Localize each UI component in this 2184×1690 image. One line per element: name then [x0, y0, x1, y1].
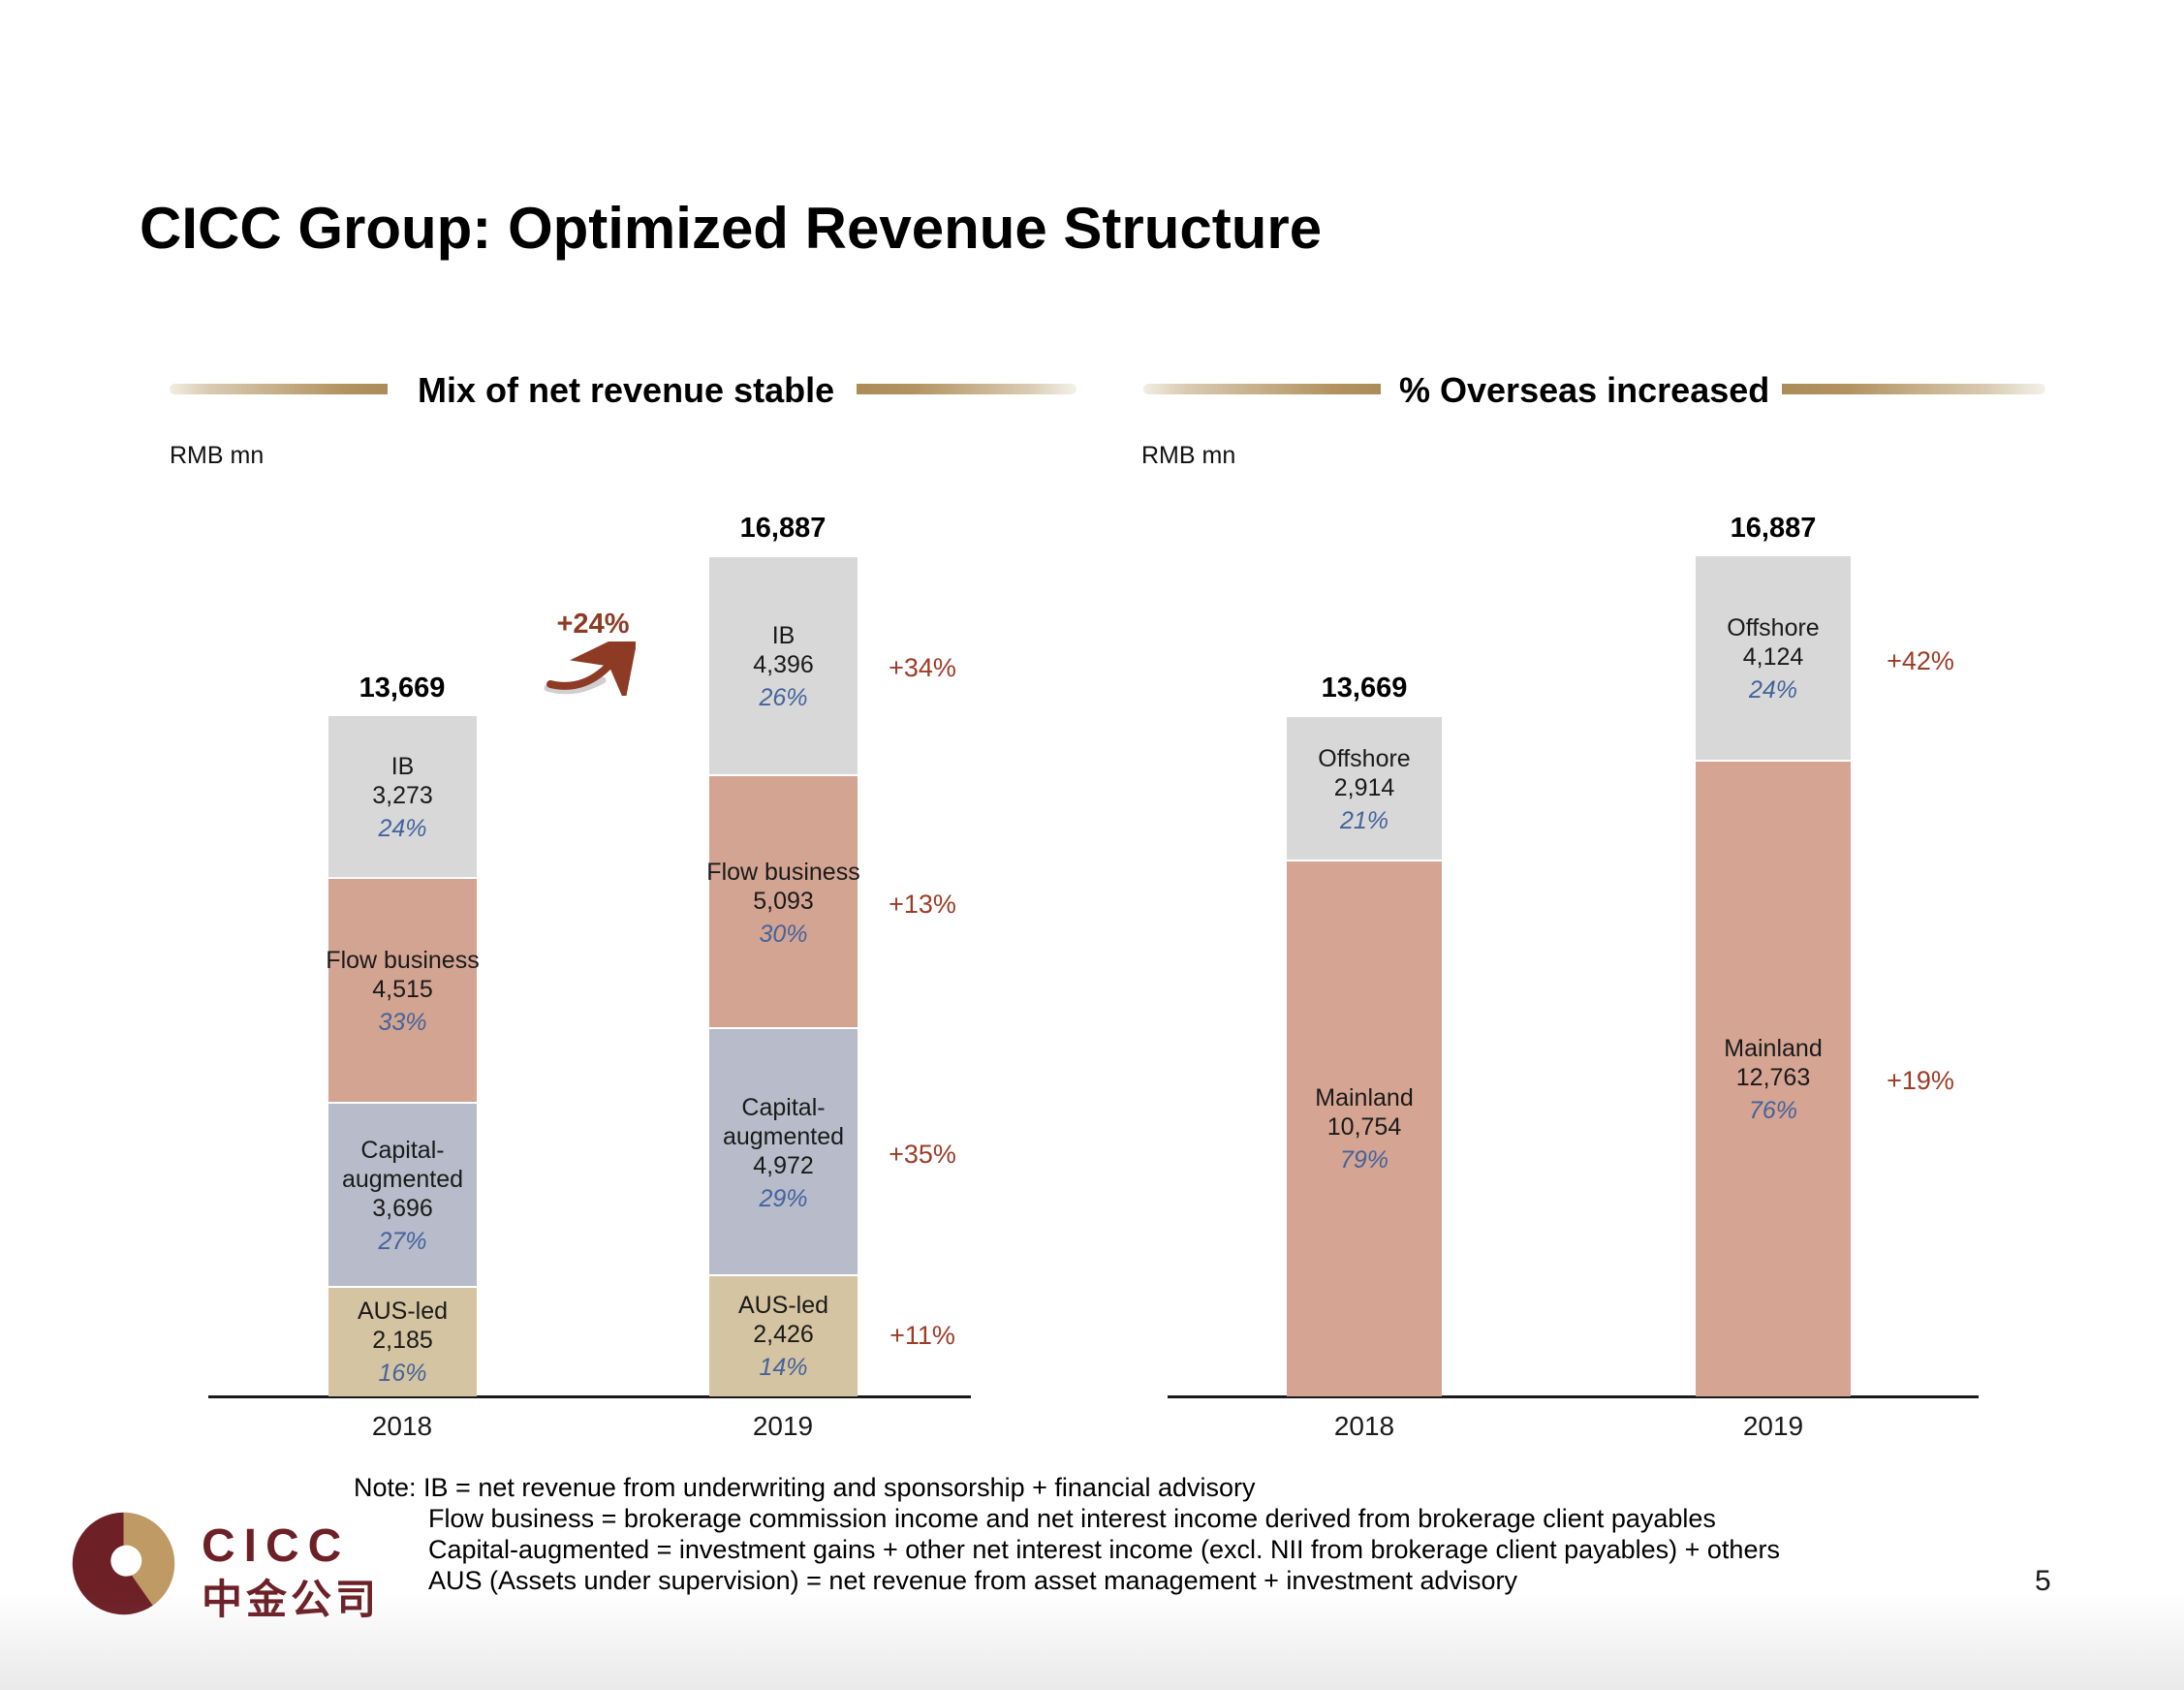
left-deco-line-right: [857, 384, 1076, 394]
segment-value: 4,396: [753, 651, 814, 678]
left-unit-label: RMB mn: [170, 442, 265, 469]
stacked-bar-left-2019: IB 4,396 26% Flow business 5,093 30% Cap…: [706, 557, 860, 1396]
right-unit-label: RMB mn: [1141, 442, 1236, 469]
segment-percent: 21%: [1339, 806, 1389, 834]
segment-percent: 33%: [378, 1009, 427, 1036]
growth-label-offshore: +42%: [1887, 646, 1954, 675]
segment-value: 4,124: [1742, 643, 1804, 671]
left-deco-line-left: [170, 384, 388, 394]
segment-name: Mainland: [1724, 1034, 1823, 1062]
growth-label-flow: +13%: [889, 890, 956, 919]
total-label-right-2018: 13,669: [1321, 673, 1408, 704]
total-label-2018: 13,669: [359, 673, 446, 704]
segment-name: Flow business: [326, 947, 480, 974]
segment-name: IB: [390, 753, 415, 780]
logo-brand-text: CICC: [202, 1520, 351, 1572]
segment-percent: 30%: [759, 920, 808, 948]
segment-name: Flow business: [706, 858, 860, 886]
cicc-logo-icon: [72, 1512, 175, 1615]
year-label-right-2019: 2019: [1742, 1411, 1804, 1441]
bar-segment-aus: AUS-led 2,426 14%: [709, 1276, 858, 1396]
segment-value: 4,515: [372, 976, 433, 1003]
bar-segment-offshore: Offshore 2,914 21%: [1287, 717, 1442, 861]
note-line-2: Flow business = brokerage commission inc…: [428, 1504, 1716, 1533]
segment-value: 10,754: [1326, 1113, 1402, 1141]
growth-label-ib: +34%: [889, 653, 956, 682]
logo-brand-text-cn: 中金公司: [202, 1577, 381, 1622]
segment-value: 12,763: [1735, 1063, 1811, 1091]
segment-percent: 76%: [1748, 1096, 1798, 1124]
stacked-bar-left-2018: IB 3,273 24% Flow business 4,515 33% Cap…: [326, 716, 480, 1396]
segment-name: Offshore: [1727, 614, 1820, 642]
segment-percent: 79%: [1339, 1146, 1389, 1174]
left-chart-subtitle: Mix of net revenue stable: [418, 370, 835, 410]
bar-segment-aus: AUS-led 2,185 16%: [328, 1288, 477, 1396]
segment-value: 2,914: [1333, 773, 1395, 801]
bar-segment-ib: IB 4,396 26%: [709, 557, 858, 776]
note-line-1: Note: IB = net revenue from underwriting…: [354, 1473, 1256, 1502]
bar-segment-flow: Flow business 4,515 33%: [326, 879, 480, 1104]
segment-name: AUS-led: [357, 1298, 449, 1325]
segment-value: 3,273: [372, 782, 433, 809]
right-chart-axis: [1168, 1395, 1979, 1398]
growth-arrow-icon: [544, 642, 636, 696]
segment-value: 3,696: [372, 1195, 433, 1222]
segment-name: Capital-augmented: [341, 1137, 464, 1193]
segment-percent: 24%: [378, 815, 427, 842]
bar-segment-capital: Capital-augmented 3,696 27%: [328, 1104, 477, 1288]
bar-segment-offshore: Offshore 4,124 24%: [1696, 556, 1851, 762]
stacked-bar-right-2018: Offshore 2,914 21% Mainland 10,754 79%: [1287, 717, 1442, 1396]
note-line-4: AUS (Assets under supervision) = net rev…: [428, 1566, 1518, 1595]
bar-segment-capital: Capital-augmented 4,972 29%: [709, 1029, 858, 1276]
year-label-right-2018: 2018: [1333, 1411, 1395, 1441]
segment-name: Mainland: [1315, 1084, 1414, 1111]
total-growth-label: +24%: [556, 609, 630, 640]
left-chart-axis: [208, 1395, 971, 1398]
segment-percent: 14%: [759, 1354, 808, 1381]
year-label-2018: 2018: [371, 1411, 433, 1441]
total-label-2019: 16,887: [739, 513, 827, 544]
segment-percent: 26%: [759, 684, 808, 711]
growth-label-capital: +35%: [889, 1140, 956, 1169]
page-number: 5: [2035, 1565, 2051, 1597]
segment-value: 4,972: [753, 1151, 814, 1179]
year-label-2019: 2019: [752, 1411, 814, 1441]
growth-label-aus: +11%: [889, 1321, 955, 1350]
segment-value: 2,426: [753, 1321, 814, 1348]
bar-segment-flow: Flow business 5,093 30%: [706, 776, 860, 1029]
segment-percent: 27%: [378, 1228, 427, 1255]
segment-name: AUS-led: [737, 1292, 829, 1319]
segment-percent: 24%: [1748, 676, 1798, 704]
segment-name: IB: [771, 622, 796, 649]
total-label-right-2019: 16,887: [1730, 513, 1817, 544]
right-chart-subtitle: % Overseas increased: [1399, 370, 1770, 410]
segment-name: Capital-augmented: [722, 1093, 845, 1150]
bar-segment-mainland: Mainland 10,754 79%: [1287, 861, 1442, 1396]
segment-value: 5,093: [753, 887, 814, 915]
note-line-3: Capital-augmented = investment gains + o…: [428, 1535, 1780, 1564]
page-title: CICC Group: Optimized Revenue Structure: [140, 196, 1323, 261]
segment-percent: 16%: [378, 1360, 427, 1387]
bar-segment-mainland: Mainland 12,763 76%: [1696, 762, 1851, 1396]
stacked-bar-right-2019: Offshore 4,124 24% Mainland 12,763 76%: [1696, 556, 1851, 1396]
right-deco-line-left: [1143, 384, 1381, 394]
right-deco-line-right: [1782, 384, 2045, 394]
segment-percent: 29%: [759, 1184, 808, 1212]
segment-name: Offshore: [1318, 744, 1411, 772]
segment-value: 2,185: [372, 1327, 433, 1354]
bar-segment-ib: IB 3,273 24%: [328, 716, 477, 879]
growth-label-mainland: +19%: [1887, 1066, 1954, 1095]
